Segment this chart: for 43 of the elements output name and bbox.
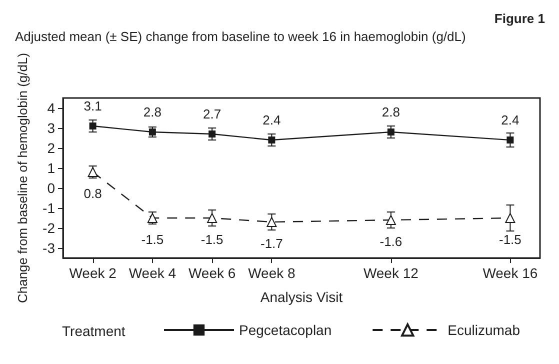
legend-label: Eculizumab <box>448 322 520 338</box>
data-label: 2.7 <box>203 106 222 122</box>
x-tick-label: Week 2 <box>69 265 117 281</box>
point <box>268 136 276 144</box>
x-tick-label: Week 4 <box>128 265 176 281</box>
x-tick-label: Week 12 <box>363 265 419 281</box>
point <box>266 217 277 227</box>
point <box>505 213 516 223</box>
y-tick-label: 2 <box>47 140 56 156</box>
data-label: 2.8 <box>143 104 162 120</box>
legend-title: Treatment <box>62 323 126 339</box>
y-tick-label: -1 <box>42 200 56 216</box>
data-label: 2.8 <box>382 104 400 120</box>
data-label: -1.5 <box>498 232 522 247</box>
point <box>387 128 394 136</box>
caption: Figure 1 <box>494 11 546 26</box>
point <box>89 122 96 130</box>
point <box>506 136 514 144</box>
legend-label: Pegcetacoplan <box>239 322 332 338</box>
y-tick-label: -2 <box>42 220 56 236</box>
y-axis-title: Change from baseline of hemoglobin (g/dL) <box>15 52 30 304</box>
x-tick-label: Week 6 <box>188 265 236 281</box>
x-tick-label: Week 8 <box>248 265 296 281</box>
data-label: 3.1 <box>84 98 102 114</box>
y-tick-label: -3 <box>42 240 56 256</box>
point <box>207 213 218 223</box>
y-tick-label: 0 <box>47 180 56 196</box>
point <box>208 130 216 138</box>
data-label: -1.6 <box>380 234 402 249</box>
point <box>148 128 156 136</box>
data-label: 2.4 <box>501 112 520 128</box>
y-tick-label: 1 <box>47 160 56 176</box>
x-tick-label: Week 16 <box>482 265 538 281</box>
chart-title: Adjusted mean (± SE) change from baseline to week 16 in haemoglobin (g/dL) <box>15 29 466 44</box>
data-label: -1.5 <box>141 232 164 247</box>
data-label: 2.4 <box>262 112 281 128</box>
y-tick-label: 4 <box>47 100 56 116</box>
data-label: 0.8 <box>84 186 102 201</box>
y-tick-label: 3 <box>47 120 56 136</box>
data-label: -1.7 <box>260 236 283 251</box>
point <box>386 215 396 225</box>
data-label: -1.5 <box>200 232 224 247</box>
x-axis-title: Analysis Visit <box>260 289 343 305</box>
